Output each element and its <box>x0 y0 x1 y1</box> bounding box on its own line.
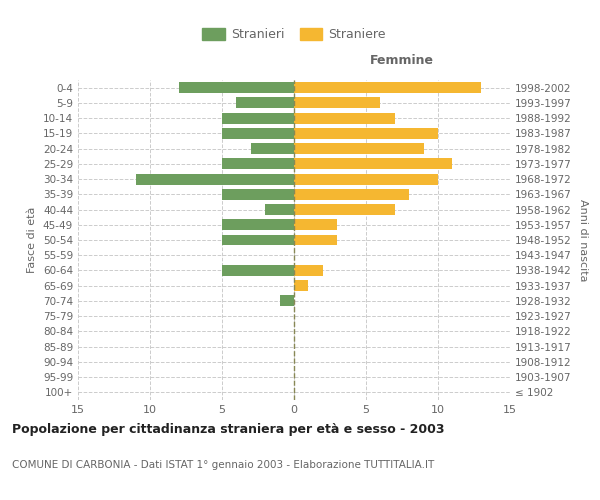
Bar <box>222 112 294 124</box>
Text: COMUNE DI CARBONIA - Dati ISTAT 1° gennaio 2003 - Elaborazione TUTTITALIA.IT: COMUNE DI CARBONIA - Dati ISTAT 1° genna… <box>12 460 434 470</box>
Bar <box>179 82 294 93</box>
Text: Femmine: Femmine <box>370 54 434 67</box>
Bar <box>280 296 294 306</box>
Bar <box>294 220 337 230</box>
Bar <box>222 265 294 276</box>
Bar <box>294 112 395 124</box>
Bar <box>294 143 424 154</box>
Bar <box>222 234 294 246</box>
Bar <box>294 265 323 276</box>
Bar <box>294 280 308 291</box>
Bar <box>236 98 294 108</box>
Text: Popolazione per cittadinanza straniera per età e sesso - 2003: Popolazione per cittadinanza straniera p… <box>12 422 445 436</box>
Bar <box>251 143 294 154</box>
Y-axis label: Fasce di età: Fasce di età <box>28 207 37 273</box>
Bar <box>294 158 452 170</box>
Bar <box>222 189 294 200</box>
Bar <box>222 220 294 230</box>
Y-axis label: Anni di nascita: Anni di nascita <box>578 198 588 281</box>
Bar <box>294 174 438 184</box>
Bar <box>222 128 294 139</box>
Bar <box>294 189 409 200</box>
Bar <box>136 174 294 184</box>
Bar <box>294 128 438 139</box>
Bar <box>294 234 337 246</box>
Bar <box>294 204 395 215</box>
Bar <box>222 158 294 170</box>
Bar <box>294 82 481 93</box>
Bar <box>265 204 294 215</box>
Legend: Stranieri, Straniere: Stranieri, Straniere <box>199 24 389 45</box>
Bar <box>294 98 380 108</box>
